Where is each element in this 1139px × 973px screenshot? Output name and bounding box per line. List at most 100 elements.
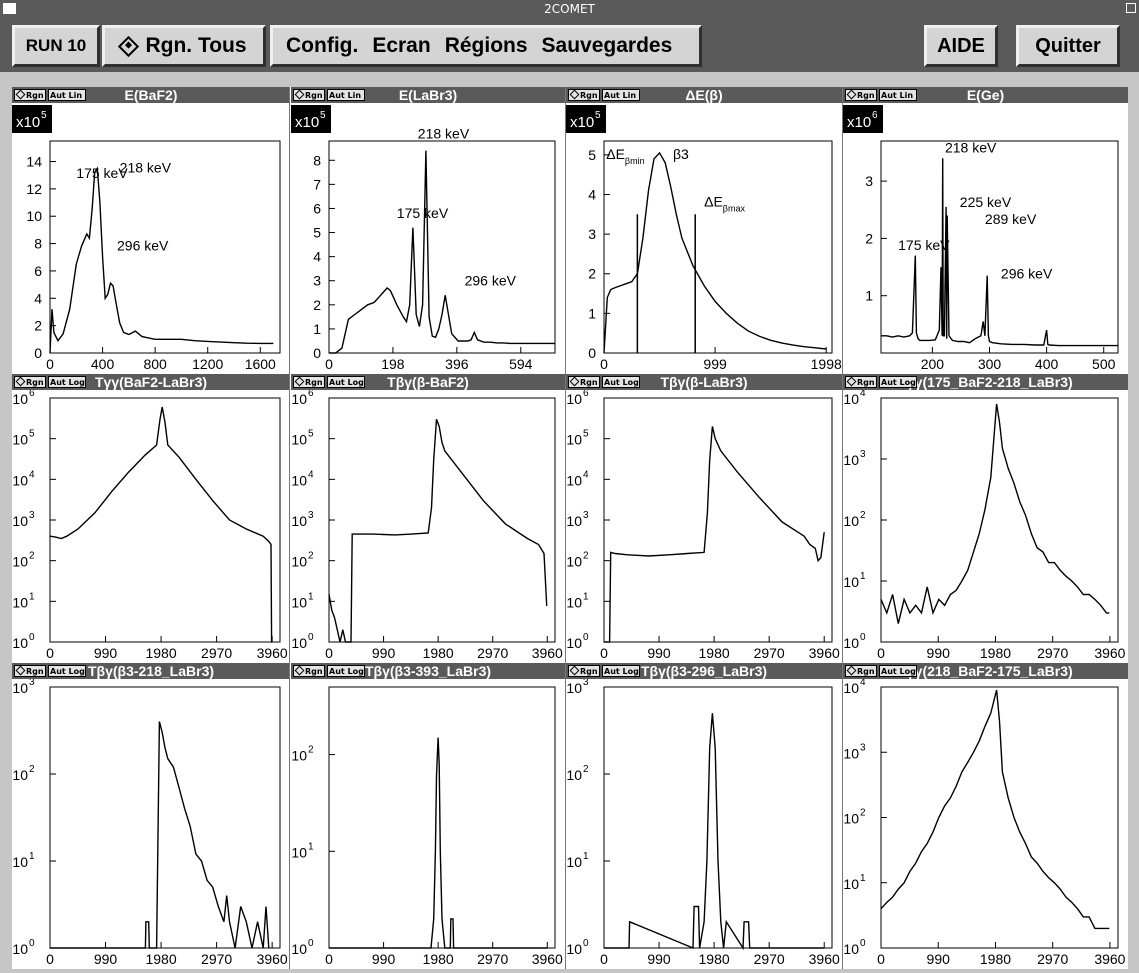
- y-tick-label: 2: [34, 318, 42, 334]
- x-tick-label: 2970: [1037, 645, 1068, 661]
- quit-label: Quitter: [1035, 34, 1101, 57]
- y-tick-label: 10: [12, 391, 28, 407]
- panel-rgn-button[interactable]: Rgn: [568, 89, 600, 101]
- panel-rgn-button[interactable]: Rgn: [14, 89, 46, 101]
- spectrum-trace: [328, 419, 548, 643]
- panel-rgn-label: Rgn: [26, 378, 44, 387]
- panel-title: Tβγ(β3-393_LaBr3): [364, 663, 492, 679]
- panel-autoscale-button[interactable]: Aut Log: [327, 376, 365, 388]
- panel-rgn-button[interactable]: Rgn: [14, 665, 46, 677]
- histogram-panel[interactable]: Tγγ(218_BaF2-175_LaBr3) Rgn Aut Log 0 990 198…: [843, 663, 1128, 969]
- panel-autoscale-button[interactable]: Aut Log: [879, 665, 917, 677]
- panel-autoscale-button[interactable]: Aut Lin: [48, 89, 86, 101]
- y-tick-exponent: 0: [860, 632, 866, 643]
- run-button[interactable]: RUN 10: [12, 25, 100, 67]
- y-tick-exponent: 6: [29, 390, 35, 399]
- panel-rgn-button[interactable]: Rgn: [845, 665, 877, 677]
- panel-autoscale-button[interactable]: Aut Lin: [327, 89, 365, 101]
- y-tick-label: 10: [566, 680, 582, 696]
- y-tick-label: 7: [313, 176, 321, 192]
- window-menu-icon[interactable]: [3, 3, 16, 14]
- y-tick-label: 6: [313, 200, 321, 216]
- y-tick-label: 8: [313, 152, 321, 168]
- histogram-panel[interactable]: Tγγ(175_BaF2-218_LaBr3) Rgn Aut Log 0 990 198…: [843, 374, 1128, 663]
- menu-regions[interactable]: Régions: [444, 34, 528, 57]
- y-tick-label: 12: [26, 181, 42, 197]
- panel-header: Tβγ(β3-218_LaBr3) Rgn Aut Log: [12, 663, 290, 679]
- x-tick-label: 1980: [145, 645, 176, 661]
- quit-button[interactable]: Quitter: [1016, 25, 1120, 67]
- panel-title: Tγγ(BaF2-LaBr3): [94, 374, 208, 390]
- menu-config[interactable]: Config.: [286, 34, 359, 57]
- y-tick-label: 10: [566, 554, 582, 570]
- histogram-panel[interactable]: Tβγ(β-BaF2) Rgn Aut Log 0 990 1980 2970 3960 10 0…: [291, 374, 565, 663]
- panel-autoscale-button[interactable]: Aut Log: [879, 376, 917, 388]
- panel-rgn-button[interactable]: Rgn: [293, 89, 325, 101]
- y-tick-label: 10: [566, 513, 582, 529]
- y-tick-label: 10: [843, 745, 859, 761]
- y-tick-exponent: 0: [583, 632, 589, 643]
- diamond-icon: [569, 665, 580, 676]
- panel-rgn-button[interactable]: Rgn: [568, 376, 600, 388]
- panel-rgn-button[interactable]: Rgn: [293, 665, 325, 677]
- help-button[interactable]: AIDE: [924, 25, 998, 67]
- histogram-panel[interactable]: E(Ge) Rgn Aut Lin 200 300 400 500 1 2 3 x10 6 218 ke…: [843, 87, 1128, 374]
- menu-sauvegardes[interactable]: Sauvegardes: [541, 34, 673, 57]
- panel-autoscale-button[interactable]: Aut Log: [327, 665, 365, 677]
- histogram-panel[interactable]: Tβγ(β3-393_LaBr3) Rgn Aut Log 0 990 1980 2970 3…: [291, 663, 565, 969]
- window-maximize-icon[interactable]: [1126, 3, 1136, 13]
- peak-annotation: 225 keV: [960, 194, 1012, 210]
- panel-autoscale-button[interactable]: Aut Log: [602, 376, 640, 388]
- panel-rgn-label: Rgn: [857, 378, 875, 387]
- diamond-icon: [15, 665, 26, 676]
- histogram-panel[interactable]: ΔE(β) Rgn Aut Lin 0 999 1998 0 1 2 3 4 5 x10 5 ΔEβmin β…: [566, 87, 842, 374]
- y-tick-label: 10: [12, 472, 28, 488]
- panel-rgn-button[interactable]: Rgn: [845, 89, 877, 101]
- x-tick-label: 990: [372, 951, 396, 967]
- panel-autoscale-button[interactable]: Aut Lin: [879, 89, 917, 101]
- histogram-panel[interactable]: E(LaBr3) Rgn Aut Lin 0 198 396 594 0 1 2 3 4 5 6 7 8 x10…: [291, 87, 565, 374]
- panel-rgn-button[interactable]: Rgn: [14, 376, 46, 388]
- x-tick-label: 1980: [699, 951, 730, 967]
- axis-frame: [880, 140, 1119, 354]
- y-tick-exponent: 1: [29, 851, 35, 862]
- panel-autoscale-button[interactable]: Aut Log: [602, 665, 640, 677]
- rgn-all-button[interactable]: Rgn. Tous: [102, 25, 266, 67]
- y-tick-label: 10: [843, 574, 859, 590]
- panel-title: E(Ge): [966, 87, 1005, 103]
- histogram-panel[interactable]: Tγγ(BaF2-LaBr3) Rgn Aut Log 0 990 1980 2970 396…: [12, 374, 290, 663]
- x-tick-label: 400: [91, 356, 115, 372]
- panel-rgn-button[interactable]: Rgn: [293, 376, 325, 388]
- y-tick-label: 10: [566, 854, 582, 870]
- panel-autoscale-button[interactable]: Aut Lin: [602, 89, 640, 101]
- histogram-plot[interactable]: 0 400 800 1200 1600 0 2 4 6 8 10 12 14 x10 5 175 keV218…: [12, 103, 290, 374]
- x-tick-label: 0: [46, 951, 54, 967]
- x-tick-label: 0: [877, 951, 885, 967]
- y-tick-exponent: 6: [583, 390, 589, 399]
- x-tick-label: 0: [877, 645, 885, 661]
- spectrum-trace: [50, 721, 270, 949]
- histogram-panel[interactable]: Tβγ(β3-296_LaBr3) Rgn Aut Log 0 990 1980 2970 3…: [566, 663, 842, 969]
- panel-title: ΔE(β): [685, 87, 723, 103]
- panel-rgn-button[interactable]: Rgn: [568, 665, 600, 677]
- histogram-panel[interactable]: Tβγ(β-LaBr3) Rgn Aut Log 0 990 1980 2970 3960 10…: [566, 374, 842, 663]
- menu-ecran[interactable]: Ecran: [372, 34, 431, 57]
- histogram-panel[interactable]: Tβγ(β3-218_LaBr3) Rgn Aut Log 0 990 1980 2970 3…: [12, 663, 290, 969]
- panel-autoscale-button[interactable]: Aut Log: [48, 665, 86, 677]
- histogram-panel[interactable]: E(BaF2) Rgn Aut Lin 0 400 800 1200 1600 0 2 4 6 8 10 1…: [12, 87, 290, 374]
- y-tick-label: 10: [12, 854, 28, 870]
- y-tick-exponent: 0: [308, 938, 314, 949]
- panel-rgn-button[interactable]: Rgn: [845, 376, 877, 388]
- panel-autoscale-button[interactable]: Aut Log: [48, 376, 86, 388]
